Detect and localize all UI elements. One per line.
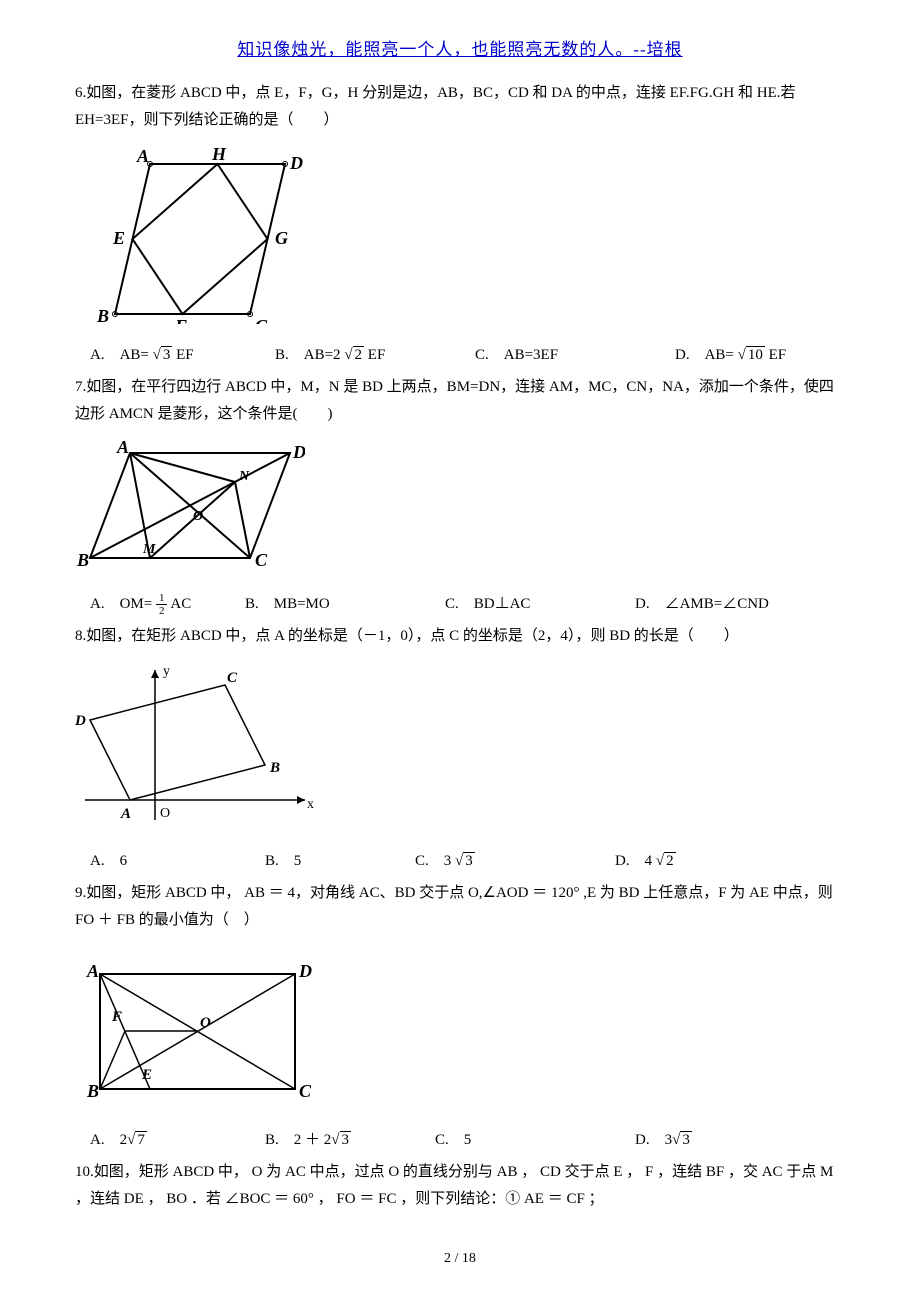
q6-options: A. AB= 3 EF B. AB=2 2 EF C. AB=3EF D. AB… bbox=[75, 342, 845, 369]
q8-opt-b: B. 5 bbox=[265, 848, 415, 875]
svg-text:B: B bbox=[96, 306, 109, 324]
q7-stem: 7.如图，在平行四边行 ABCD 中，M，N 是 BD 上两点，BM=DN，连接… bbox=[75, 374, 845, 428]
svg-text:C: C bbox=[299, 1081, 312, 1101]
q6-opt-d: D. AB= 10 EF bbox=[675, 342, 845, 369]
svg-text:E: E bbox=[141, 1067, 152, 1083]
q9-opt-a: A. 27 bbox=[75, 1127, 265, 1154]
q8-opt-d: D. 4 2 bbox=[615, 848, 845, 875]
svg-text:N: N bbox=[238, 469, 250, 484]
q6-figure: A H D E G B F C bbox=[75, 144, 845, 334]
svg-text:F: F bbox=[174, 316, 187, 324]
svg-text:C: C bbox=[227, 670, 238, 686]
svg-text:O: O bbox=[200, 1015, 211, 1031]
svg-text:A: A bbox=[86, 961, 99, 981]
q10-stem: 10.如图，矩形 ABCD 中， O 为 AC 中点，过点 O 的直线分别与 A… bbox=[75, 1159, 845, 1213]
q9-opt-d: D. 33 bbox=[635, 1127, 845, 1154]
svg-text:x: x bbox=[307, 797, 314, 812]
q7-opt-c: C. BD⊥AC bbox=[445, 591, 635, 618]
q9-options: A. 27 B. 2 ＋ 23 C. 5 D. 33 bbox=[75, 1127, 845, 1154]
svg-text:B: B bbox=[76, 550, 89, 570]
svg-text:A: A bbox=[120, 806, 131, 822]
svg-text:A: A bbox=[136, 146, 149, 166]
svg-text:C: C bbox=[255, 550, 268, 570]
svg-text:D: D bbox=[75, 713, 86, 729]
q6-opt-c: C. AB=3EF bbox=[475, 342, 675, 369]
svg-text:F: F bbox=[111, 1009, 122, 1025]
svg-text:B: B bbox=[86, 1081, 99, 1101]
q7-figure: A D B C N M O bbox=[75, 438, 845, 583]
q6-opt-b: B. AB=2 2 EF bbox=[275, 342, 475, 369]
svg-text:D: D bbox=[292, 442, 305, 462]
q7-opt-a: A. OM= 12 AC bbox=[75, 591, 245, 618]
q8-opt-a: A. 6 bbox=[75, 848, 265, 875]
svg-text:M: M bbox=[142, 542, 156, 557]
svg-text:H: H bbox=[211, 144, 227, 164]
svg-text:D: D bbox=[298, 961, 312, 981]
q9-opt-c: C. 5 bbox=[435, 1127, 635, 1154]
svg-text:B: B bbox=[269, 760, 280, 776]
svg-text:O: O bbox=[193, 509, 203, 524]
q6-opt-a: A. AB= 3 EF bbox=[75, 342, 275, 369]
svg-text:C: C bbox=[255, 316, 268, 324]
q8-opt-c: C. 3 3 bbox=[415, 848, 615, 875]
q7-opt-b: B. MB=MO bbox=[245, 591, 445, 618]
page-footer: 2 / 18 bbox=[0, 1251, 920, 1267]
svg-text:y: y bbox=[163, 664, 170, 679]
q9-figure: A D B C F E O bbox=[75, 959, 845, 1119]
q7-opt-d: D. ∠AMB=∠CND bbox=[635, 591, 845, 618]
q9-opt-b: B. 2 ＋ 23 bbox=[265, 1127, 435, 1154]
q8-stem: 8.如图，在矩形 ABCD 中，点 A 的坐标是（－1，0），点 C 的坐标是（… bbox=[75, 623, 845, 650]
svg-text:A: A bbox=[116, 438, 129, 457]
svg-text:D: D bbox=[289, 153, 303, 173]
header-quote: 知识像烛光，能照亮一个人，也能照亮无数的人。--培根 bbox=[237, 40, 682, 59]
page-header: 知识像烛光，能照亮一个人，也能照亮无数的人。--培根 bbox=[0, 0, 920, 80]
q8-figure: A B C D O x y bbox=[75, 660, 845, 840]
q6-stem: 6.如图，在菱形 ABCD 中，点 E，F，G，H 分别是边，AB，BC，CD … bbox=[75, 80, 845, 134]
q9-stem: 9.如图，矩形 ABCD 中， AB ＝ 4，对角线 AC、BD 交于点 O,∠… bbox=[75, 880, 845, 934]
q7-options: A. OM= 12 AC B. MB=MO C. BD⊥AC D. ∠AMB=∠… bbox=[75, 591, 845, 618]
svg-text:O: O bbox=[160, 806, 170, 821]
main-content: 6.如图，在菱形 ABCD 中，点 E，F，G，H 分别是边，AB，BC，CD … bbox=[0, 80, 920, 1213]
q8-options: A. 6 B. 5 C. 3 3 D. 4 2 bbox=[75, 848, 845, 875]
page-number: 2 / 18 bbox=[444, 1251, 476, 1266]
svg-text:E: E bbox=[112, 228, 125, 248]
svg-text:G: G bbox=[275, 228, 288, 248]
